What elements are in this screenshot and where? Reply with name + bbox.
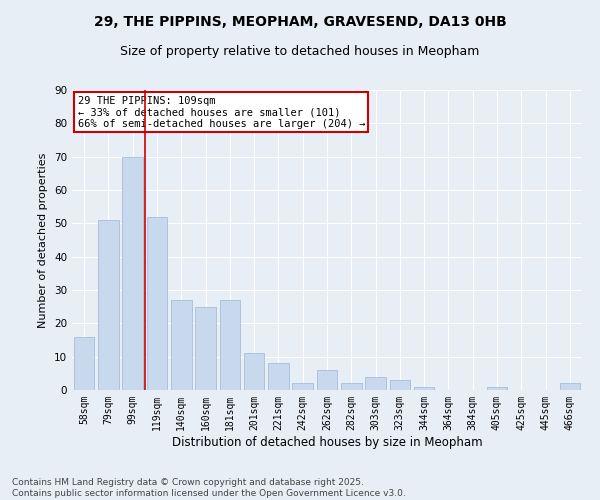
Bar <box>195 306 216 390</box>
Bar <box>268 364 289 390</box>
Text: Contains HM Land Registry data © Crown copyright and database right 2025.
Contai: Contains HM Land Registry data © Crown c… <box>12 478 406 498</box>
X-axis label: Distribution of detached houses by size in Meopham: Distribution of detached houses by size … <box>172 436 482 448</box>
Bar <box>146 216 167 390</box>
Bar <box>317 370 337 390</box>
Text: Size of property relative to detached houses in Meopham: Size of property relative to detached ho… <box>121 45 479 58</box>
Bar <box>389 380 410 390</box>
Bar <box>292 384 313 390</box>
Bar <box>122 156 143 390</box>
Bar <box>365 376 386 390</box>
Bar <box>560 384 580 390</box>
Bar <box>244 354 265 390</box>
Y-axis label: Number of detached properties: Number of detached properties <box>38 152 49 328</box>
Bar <box>487 386 508 390</box>
Bar <box>74 336 94 390</box>
Text: 29, THE PIPPINS, MEOPHAM, GRAVESEND, DA13 0HB: 29, THE PIPPINS, MEOPHAM, GRAVESEND, DA1… <box>94 15 506 29</box>
Text: 29 THE PIPPINS: 109sqm
← 33% of detached houses are smaller (101)
66% of semi-de: 29 THE PIPPINS: 109sqm ← 33% of detached… <box>77 96 365 129</box>
Bar <box>220 300 240 390</box>
Bar <box>341 384 362 390</box>
Bar <box>414 386 434 390</box>
Bar <box>98 220 119 390</box>
Bar <box>171 300 191 390</box>
